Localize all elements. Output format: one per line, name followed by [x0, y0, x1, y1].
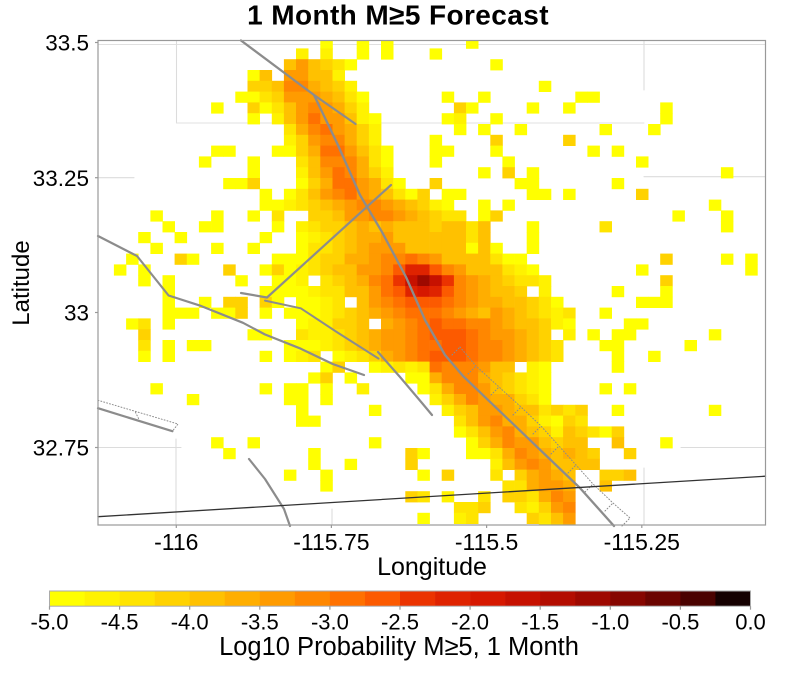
svg-text:33.25: 33.25: [33, 166, 89, 191]
svg-text:0.0: 0.0: [735, 609, 766, 634]
svg-text:-1.5: -1.5: [521, 609, 559, 634]
svg-text:33: 33: [64, 301, 89, 326]
svg-text:-5.0: -5.0: [31, 609, 69, 634]
svg-text:-115.5: -115.5: [455, 529, 519, 555]
svg-text:33.5: 33.5: [45, 31, 89, 56]
svg-text:Longitude: Longitude: [377, 553, 487, 581]
svg-text:-2.0: -2.0: [451, 609, 489, 634]
svg-text:-0.5: -0.5: [661, 609, 699, 634]
svg-text:-3.5: -3.5: [241, 609, 279, 634]
svg-text:-1.0: -1.0: [591, 609, 629, 634]
svg-text:Log10 Probability M≥5, 1 Month: Log10 Probability M≥5, 1 Month: [219, 633, 579, 661]
svg-text:-115.75: -115.75: [293, 529, 369, 555]
svg-text:32.75: 32.75: [33, 436, 89, 461]
svg-text:-2.5: -2.5: [381, 609, 419, 634]
svg-text:1 Month M≥5 Forecast: 1 Month M≥5 Forecast: [247, 0, 549, 31]
svg-text:-3.0: -3.0: [311, 609, 349, 634]
svg-text:-116: -116: [154, 529, 198, 555]
svg-text:-115.25: -115.25: [604, 529, 680, 555]
svg-text:Latitude: Latitude: [8, 240, 35, 325]
svg-text:-4.5: -4.5: [101, 609, 139, 634]
svg-text:-4.0: -4.0: [171, 609, 209, 634]
